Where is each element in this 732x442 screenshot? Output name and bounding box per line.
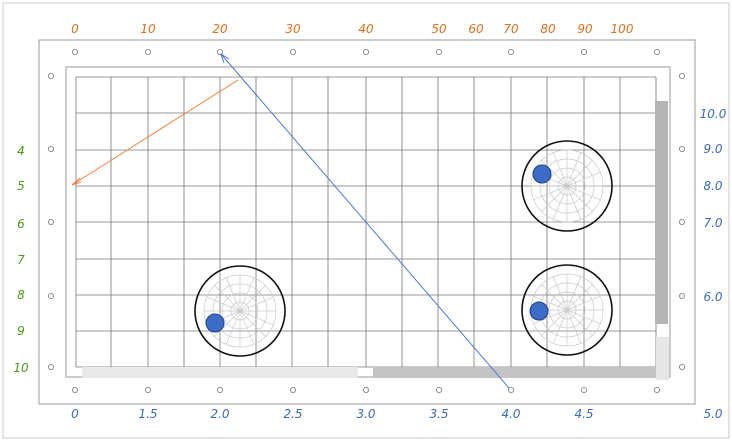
hole-icon bbox=[362, 49, 369, 56]
hole-icon bbox=[289, 386, 296, 393]
bottom-scale-label: 3.5 bbox=[429, 407, 448, 421]
left-scale: 4 5 6 7 8 9 10 bbox=[13, 144, 29, 375]
hole-icon bbox=[654, 49, 661, 56]
top-scale-label: 60 bbox=[468, 22, 484, 36]
left-scale-label: 8 bbox=[17, 288, 25, 302]
left-scale-label: 10 bbox=[13, 361, 29, 375]
hole-icon bbox=[48, 218, 55, 225]
marker-dot bbox=[529, 301, 549, 321]
hole-icon bbox=[581, 49, 588, 56]
hole-icon bbox=[507, 49, 514, 56]
hole-icon bbox=[654, 386, 661, 393]
hole-icon bbox=[507, 386, 514, 393]
hole-icon bbox=[48, 73, 55, 80]
right-scale-label: 5.0 bbox=[703, 407, 722, 421]
left-scale-label: 6 bbox=[17, 217, 25, 231]
bottom-scale-label: 4.5 bbox=[574, 407, 593, 421]
bottom-scale-label: 2.0 bbox=[210, 407, 229, 421]
bottom-scale-label: 0 bbox=[71, 407, 79, 421]
orange-arrow bbox=[71, 79, 239, 186]
right-scale: 10.0 9.0 8.0 7.0 6.0 5.0 bbox=[700, 107, 727, 421]
target-ring bbox=[521, 140, 613, 232]
hole-icon bbox=[679, 292, 686, 299]
hole-icon bbox=[435, 49, 442, 56]
hole-icon bbox=[144, 49, 151, 56]
left-scale-label: 4 bbox=[17, 144, 25, 158]
right-scale-label: 9.0 bbox=[703, 142, 722, 156]
right-scale-label: 6.0 bbox=[703, 290, 722, 304]
hole-icon bbox=[679, 218, 686, 225]
inner-frame bbox=[65, 66, 671, 378]
marker-dot bbox=[532, 164, 552, 184]
top-scale-label: 90 bbox=[577, 22, 593, 36]
mounting-holes bbox=[48, 49, 686, 393]
top-scale-label: 70 bbox=[503, 22, 519, 36]
top-scale-label: 80 bbox=[540, 22, 556, 36]
top-scale-label: 50 bbox=[431, 22, 447, 36]
left-scale-label: 9 bbox=[17, 324, 25, 338]
hole-icon bbox=[216, 386, 223, 393]
target-ring bbox=[521, 264, 613, 356]
hole-icon bbox=[362, 386, 369, 393]
bottom-bar-left bbox=[82, 367, 358, 378]
right-scale-label: 8.0 bbox=[703, 179, 722, 193]
right-scale-label: 7.0 bbox=[703, 216, 722, 230]
polar-target bbox=[521, 140, 613, 232]
polar-target bbox=[521, 264, 613, 356]
top-scale-label: 0 bbox=[71, 22, 79, 36]
hole-icon bbox=[72, 49, 79, 56]
top-scale-label: 100 bbox=[611, 22, 634, 36]
hole-icon bbox=[48, 145, 55, 152]
left-scale-label: 7 bbox=[17, 253, 25, 267]
hole-icon bbox=[48, 363, 55, 370]
bottom-scale-label: 4.0 bbox=[501, 407, 520, 421]
top-scale-label: 20 bbox=[212, 22, 228, 36]
target-ring bbox=[194, 265, 286, 357]
bottom-scale-label: 2.5 bbox=[283, 407, 302, 421]
bottom-scale-label: 1.5 bbox=[138, 407, 157, 421]
hole-icon bbox=[289, 49, 296, 56]
right-bar-light bbox=[656, 337, 669, 380]
circle-targets bbox=[194, 140, 613, 357]
hole-icon bbox=[72, 386, 79, 393]
hole-icon bbox=[48, 292, 55, 299]
top-scale-label: 40 bbox=[358, 22, 374, 36]
right-scale-label: 10.0 bbox=[700, 107, 727, 121]
top-scale-label: 10 bbox=[140, 22, 156, 36]
bottom-scale: 0 1.5 2.0 2.5 3.0 3.5 4.0 4.5 bbox=[71, 407, 593, 421]
hole-icon bbox=[435, 386, 442, 393]
hole-icon bbox=[679, 145, 686, 152]
hole-icon bbox=[144, 386, 151, 393]
top-scale-label: 30 bbox=[285, 22, 301, 36]
top-scale: 0 10 20 30 40 50 60 70 80 90 100 bbox=[71, 22, 634, 36]
board-frame bbox=[38, 39, 696, 405]
blue-arrow bbox=[220, 52, 510, 389]
hole-icon bbox=[679, 363, 686, 370]
left-scale-label: 5 bbox=[17, 179, 25, 193]
hole-icon bbox=[581, 386, 588, 393]
hole-icon bbox=[679, 73, 686, 80]
bottom-scale-label: 3.0 bbox=[356, 407, 375, 421]
bottom-bar-right bbox=[373, 367, 657, 378]
marker-dot bbox=[205, 313, 225, 333]
right-bar bbox=[655, 101, 668, 324]
polar-target bbox=[194, 265, 286, 357]
hole-icon bbox=[216, 49, 223, 56]
